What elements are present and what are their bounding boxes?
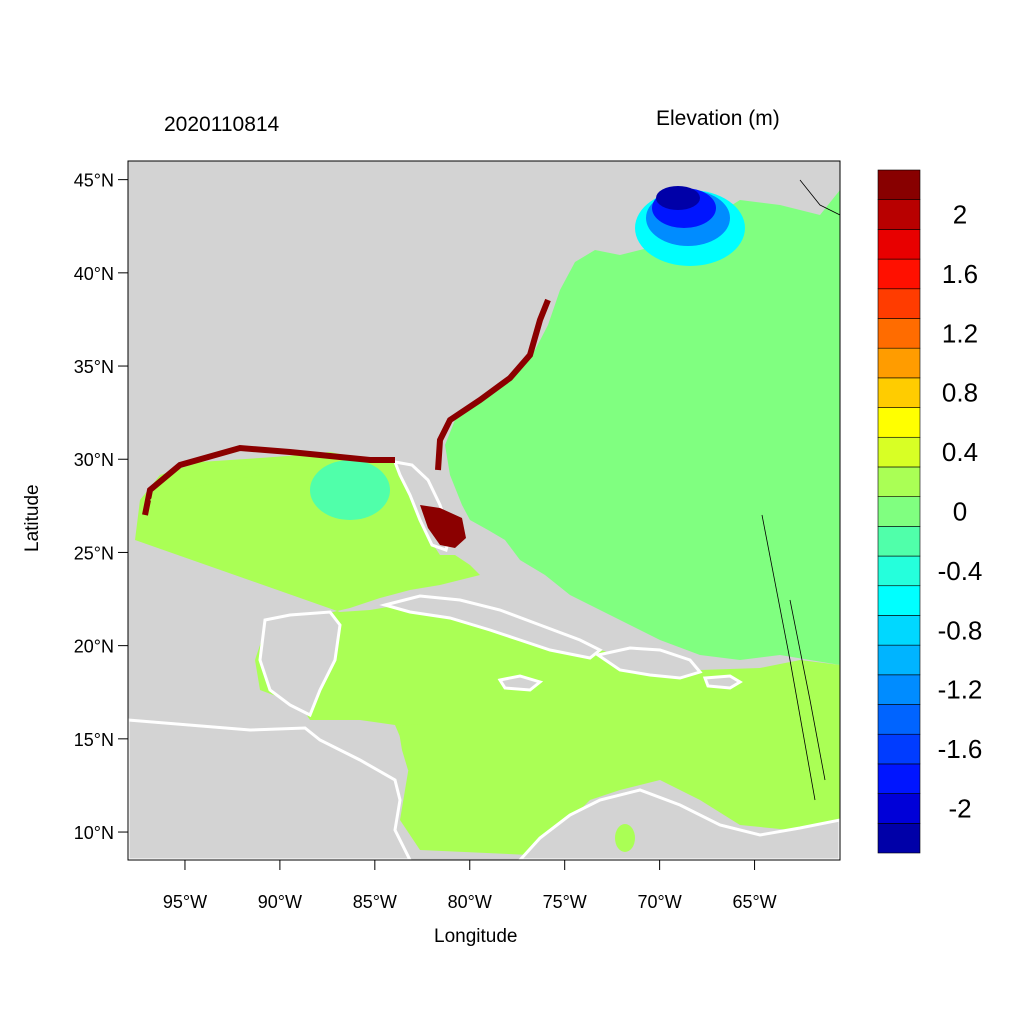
colorbar-cell xyxy=(877,733,921,765)
lat-tick-label: 20°N xyxy=(74,637,114,657)
colorbar-tick-label: 1.6 xyxy=(942,259,978,289)
colorbar-cell xyxy=(877,377,921,408)
lon-tick-label: 70°W xyxy=(638,892,682,912)
lon-tick-label: 95°W xyxy=(163,892,207,912)
lat-tick-label: 30°N xyxy=(74,450,114,470)
atlantic-ocean-region xyxy=(445,190,840,665)
lat-tick-label: 40°N xyxy=(74,264,114,284)
variable-title: Elevation (m) xyxy=(656,107,780,130)
map-frame xyxy=(127,160,841,861)
nicaragua-coast-band xyxy=(398,724,430,770)
colorbar-cell xyxy=(877,644,921,676)
lat-tick-label: 45°N xyxy=(74,171,114,191)
colorbar-cell xyxy=(877,436,921,468)
colorbar-cell xyxy=(877,555,921,587)
south-america-land xyxy=(517,788,840,860)
lon-tick-label: 90°W xyxy=(258,892,302,912)
central-america-land xyxy=(128,718,412,860)
colorbar-cell xyxy=(877,585,921,616)
colorbar: -2 -1.6 -1.2 -0.8 -0.4 0 0.4 0.8 1.2 1.6 2 xyxy=(877,169,983,854)
gulf-coast-high-water xyxy=(142,444,395,516)
longitude-ticks: 95°W 90°W 85°W 80°W 75°W 70°W 65°W xyxy=(163,860,777,912)
colorbar-cell xyxy=(877,318,921,349)
lat-tick-label: 25°N xyxy=(74,543,114,563)
colorbar-cell xyxy=(877,169,921,200)
colorbar-cell xyxy=(877,704,921,735)
colorbar-cell xyxy=(877,407,921,438)
colorbar-cell xyxy=(877,763,921,794)
hispaniola-land xyxy=(594,646,703,680)
lat-tick-label: 15°N xyxy=(74,730,114,750)
colorbar-cell xyxy=(877,466,921,497)
colorbar-cell xyxy=(877,615,921,646)
colorbar-tick-label: 0 xyxy=(953,497,967,527)
latitude-ticks: 45°N 40°N 35°N 30°N 25°N 20°N 15°N 10°N xyxy=(74,171,128,843)
lat-tick-label: 35°N xyxy=(74,357,114,377)
colorbar-tick-label: -1.2 xyxy=(938,675,983,705)
colorbar-tick-label: 1.2 xyxy=(942,318,978,348)
boundary-line xyxy=(799,179,840,216)
colorbar-cell xyxy=(877,526,921,557)
colorbar-tick-label: -2 xyxy=(948,793,971,823)
gulf-of-maine-surge-core xyxy=(656,186,700,210)
gulf-caribbean-region xyxy=(135,452,840,855)
colorbar-cell xyxy=(877,199,921,230)
colorbar-tick-label: -1.6 xyxy=(938,734,983,764)
lon-tick-label: 65°W xyxy=(732,892,776,912)
colorbar-cell xyxy=(877,496,921,527)
x-axis-label: Longitude xyxy=(434,926,518,947)
puerto-rico-land xyxy=(702,674,743,690)
south-florida-high-water xyxy=(420,505,466,548)
date-time-title: 2020110814 xyxy=(164,113,280,136)
colorbar-tick-label: 0.8 xyxy=(942,378,978,408)
colorbar-cell xyxy=(877,674,921,705)
cuba-land xyxy=(379,594,603,660)
venezuela-coast-band xyxy=(615,824,635,852)
colorbar-cell xyxy=(877,823,921,854)
colorbar-tick-label: -0.8 xyxy=(938,615,983,645)
west-florida-shelf-low xyxy=(310,460,390,520)
lon-tick-label: 85°W xyxy=(353,892,397,912)
boundary-line xyxy=(789,599,826,781)
colorbar-tick-label: 2 xyxy=(953,200,967,230)
colorbar-cell xyxy=(877,347,921,379)
southeast-coast-high-water xyxy=(435,298,551,471)
yucatan-land xyxy=(258,610,342,718)
lon-tick-label: 75°W xyxy=(543,892,587,912)
lon-tick-label: 80°W xyxy=(448,892,492,912)
colorbar-cell xyxy=(877,229,921,260)
colorbar-cell xyxy=(877,258,921,290)
boundary-line xyxy=(761,514,816,801)
colorbar-cell xyxy=(877,288,921,319)
lat-tick-label: 10°N xyxy=(74,823,114,843)
jamaica-land xyxy=(497,674,544,692)
texas-coast-band xyxy=(150,465,260,510)
colorbar-tick-label: -0.4 xyxy=(938,556,983,586)
colorbar-cell xyxy=(877,793,921,824)
colorbar-tick-label: 0.4 xyxy=(942,437,978,467)
